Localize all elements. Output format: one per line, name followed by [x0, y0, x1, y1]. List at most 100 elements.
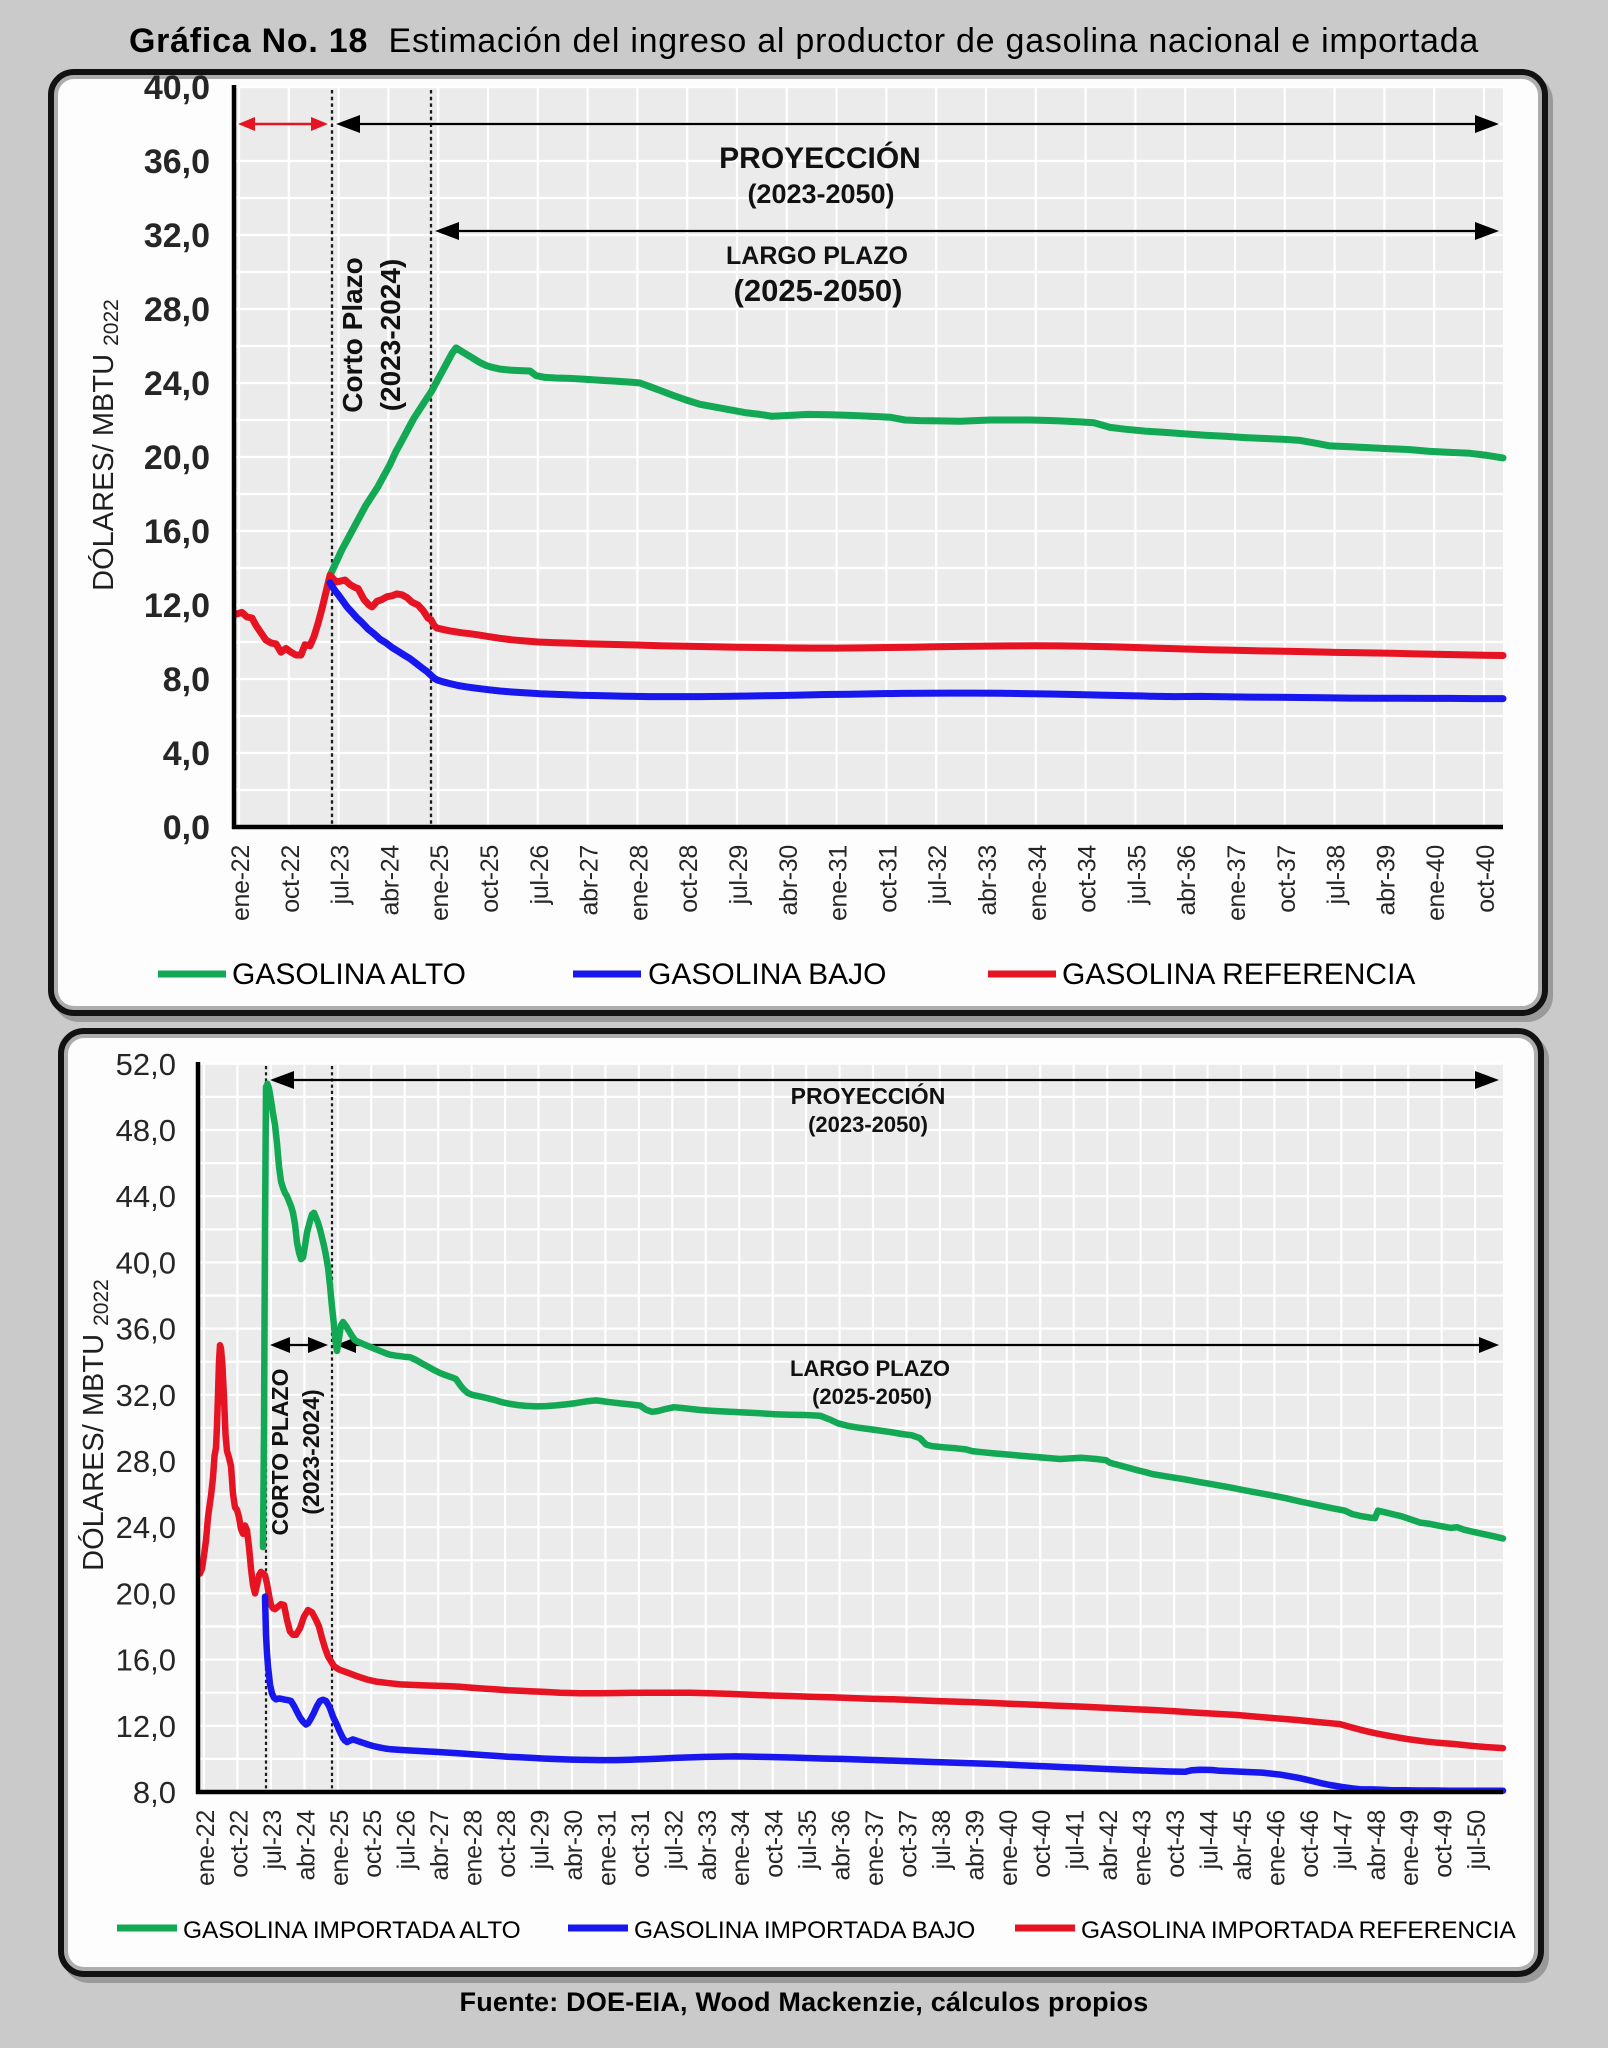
svg-text:abr-33: abr-33: [974, 845, 1002, 915]
svg-text:44,0: 44,0: [116, 1179, 176, 1214]
svg-text:(2025-2050): (2025-2050): [812, 1384, 932, 1409]
svg-text:jul-23: jul-23: [259, 1810, 287, 1870]
svg-text:ene-22: ene-22: [227, 845, 255, 921]
svg-text:oct-28: oct-28: [675, 845, 703, 913]
svg-text:abr-24: abr-24: [292, 1810, 320, 1881]
svg-text:abr-27: abr-27: [426, 1810, 454, 1880]
svg-text:40,0: 40,0: [144, 69, 210, 107]
svg-text:ene-46: ene-46: [1262, 1810, 1290, 1886]
svg-text:LARGO PLAZO: LARGO PLAZO: [790, 1356, 950, 1381]
svg-text:abr-24: abr-24: [376, 845, 404, 916]
svg-text:abr-48: abr-48: [1363, 1810, 1391, 1880]
svg-text:(2023-2050): (2023-2050): [747, 179, 894, 209]
svg-text:ene-49: ene-49: [1396, 1810, 1424, 1886]
svg-text:ene-25: ene-25: [426, 845, 454, 921]
svg-text:PROYECCIÓN: PROYECCIÓN: [719, 141, 921, 175]
svg-text:oct-49: oct-49: [1430, 1810, 1458, 1878]
svg-text:(2025-2050): (2025-2050): [734, 273, 903, 308]
svg-text:ene-37: ene-37: [1223, 845, 1251, 921]
svg-text:48,0: 48,0: [116, 1113, 176, 1148]
svg-text:abr-30: abr-30: [775, 845, 803, 915]
svg-text:oct-40: oct-40: [1472, 845, 1500, 913]
svg-text:abr-30: abr-30: [560, 1810, 588, 1880]
svg-text:36,0: 36,0: [116, 1312, 176, 1347]
svg-text:abr-36: abr-36: [828, 1810, 856, 1880]
svg-text:oct-28: oct-28: [493, 1810, 521, 1878]
svg-text:oct-25: oct-25: [476, 845, 504, 913]
svg-text:32,0: 32,0: [116, 1378, 176, 1413]
svg-text:abr-39: abr-39: [1372, 845, 1400, 915]
svg-text:16,0: 16,0: [116, 1643, 176, 1678]
svg-text:PROYECCIÓN: PROYECCIÓN: [791, 1082, 946, 1109]
svg-text:jul-23: jul-23: [327, 845, 355, 905]
svg-text:oct-25: oct-25: [359, 1810, 387, 1878]
svg-text:jul-29: jul-29: [527, 1810, 555, 1870]
svg-text:oct-43: oct-43: [1162, 1810, 1190, 1878]
svg-text:32,0: 32,0: [144, 217, 210, 255]
svg-text:abr-39: abr-39: [961, 1810, 989, 1880]
svg-text:jul-32: jul-32: [660, 1810, 688, 1870]
svg-text:8,0: 8,0: [163, 661, 210, 699]
svg-text:12,0: 12,0: [144, 587, 210, 625]
svg-text:abr-33: abr-33: [694, 1810, 722, 1880]
svg-text:GASOLINA IMPORTADA REFERENCIA: GASOLINA IMPORTADA REFERENCIA: [1081, 1917, 1516, 1944]
svg-text:oct-31: oct-31: [627, 1810, 655, 1878]
svg-text:ene-28: ene-28: [460, 1810, 488, 1886]
svg-text:oct-34: oct-34: [761, 1810, 789, 1878]
svg-text:oct-31: oct-31: [874, 845, 902, 913]
svg-text:ene-34: ene-34: [727, 1810, 755, 1886]
svg-text:28,0: 28,0: [144, 291, 210, 329]
svg-text:24,0: 24,0: [144, 365, 210, 403]
svg-text:ene-31: ene-31: [593, 1810, 621, 1886]
svg-text:LARGO PLAZO: LARGO PLAZO: [726, 242, 908, 270]
svg-text:20,0: 20,0: [144, 439, 210, 477]
svg-text:36,0: 36,0: [144, 143, 210, 181]
svg-text:oct-22: oct-22: [225, 1810, 253, 1878]
svg-text:oct-34: oct-34: [1074, 845, 1102, 913]
svg-text:abr-45: abr-45: [1229, 1810, 1257, 1880]
svg-text:0,0: 0,0: [163, 809, 210, 847]
svg-text:ene-40: ene-40: [995, 1810, 1023, 1886]
svg-text:jul-26: jul-26: [526, 845, 554, 905]
svg-text:Corto Plazo: Corto Plazo: [337, 257, 368, 413]
svg-text:oct-22: oct-22: [277, 845, 305, 913]
svg-text:CORTO PLAZO: CORTO PLAZO: [267, 1369, 293, 1536]
svg-text:ene-25: ene-25: [326, 1810, 354, 1886]
svg-text:oct-46: oct-46: [1296, 1810, 1324, 1878]
svg-text:abr-42: abr-42: [1095, 1810, 1123, 1880]
svg-text:ene-31: ene-31: [825, 845, 853, 921]
svg-text:oct-40: oct-40: [1028, 1810, 1056, 1878]
svg-text:jul-29: jul-29: [725, 845, 753, 905]
svg-text:GASOLINA IMPORTADA BAJO: GASOLINA IMPORTADA BAJO: [634, 1917, 975, 1944]
svg-text:ene-28: ene-28: [625, 845, 653, 921]
svg-text:52,0: 52,0: [116, 1047, 176, 1082]
svg-text:GASOLINA IMPORTADA ALTO: GASOLINA IMPORTADA ALTO: [183, 1917, 521, 1944]
svg-text:oct-37: oct-37: [1273, 845, 1301, 913]
svg-text:(2023-2024): (2023-2024): [298, 1389, 324, 1514]
svg-text:ene-37: ene-37: [861, 1810, 889, 1886]
svg-text:40,0: 40,0: [116, 1245, 176, 1280]
svg-text:abr-27: abr-27: [576, 845, 604, 915]
svg-text:jul-44: jul-44: [1196, 1810, 1224, 1871]
svg-text:ene-34: ene-34: [1024, 845, 1052, 921]
svg-text:ene-43: ene-43: [1129, 1810, 1157, 1886]
svg-text:jul-50: jul-50: [1463, 1810, 1491, 1870]
svg-text:DÓLARES/ MBTU 2022: DÓLARES/ MBTU 2022: [77, 1279, 113, 1571]
svg-text:4,0: 4,0: [163, 735, 210, 773]
svg-text:20,0: 20,0: [116, 1576, 176, 1611]
svg-text:GASOLINA REFERENCIA: GASOLINA REFERENCIA: [1062, 958, 1415, 991]
svg-text:jul-47: jul-47: [1329, 1810, 1357, 1870]
svg-text:GASOLINA ALTO: GASOLINA ALTO: [232, 958, 466, 991]
svg-text:16,0: 16,0: [144, 513, 210, 551]
svg-text:oct-37: oct-37: [895, 1810, 923, 1878]
svg-text:GASOLINA BAJO: GASOLINA BAJO: [648, 958, 886, 991]
svg-text:jul-35: jul-35: [1123, 845, 1151, 905]
svg-text:jul-26: jul-26: [393, 1810, 421, 1870]
svg-text:ene-22: ene-22: [192, 1810, 220, 1886]
svg-text:ene-40: ene-40: [1422, 845, 1450, 921]
svg-text:8,0: 8,0: [133, 1775, 176, 1810]
svg-text:(2023-2024): (2023-2024): [375, 259, 406, 412]
svg-text:jul-32: jul-32: [924, 845, 952, 905]
svg-text:(2023-2050): (2023-2050): [808, 1112, 928, 1137]
svg-text:jul-35: jul-35: [794, 1810, 822, 1870]
